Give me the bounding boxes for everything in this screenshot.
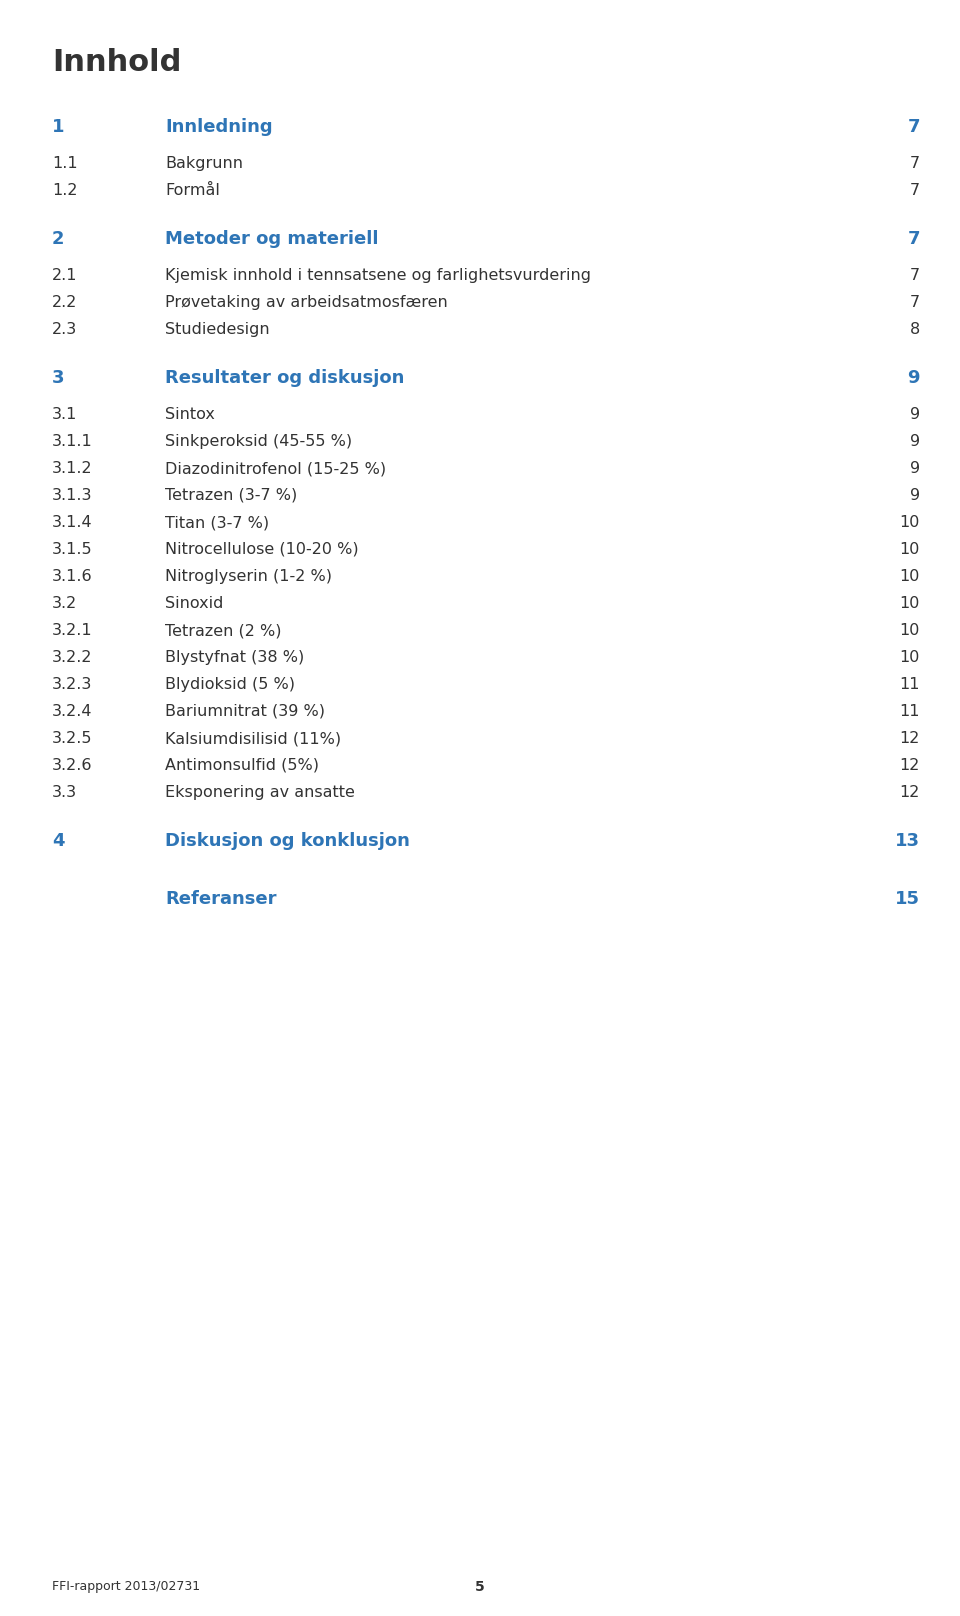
Text: 11: 11	[900, 705, 920, 719]
Text: Sinoxid: Sinoxid	[165, 596, 224, 611]
Text: Diskusjon og konklusjon: Diskusjon og konklusjon	[165, 832, 410, 850]
Text: FFI-rapport 2013/02731: FFI-rapport 2013/02731	[52, 1580, 200, 1593]
Text: 9: 9	[907, 368, 920, 386]
Text: 12: 12	[900, 730, 920, 747]
Text: Bakgrunn: Bakgrunn	[165, 157, 243, 171]
Text: 3.1.6: 3.1.6	[52, 569, 92, 583]
Text: 12: 12	[900, 785, 920, 800]
Text: 3.1.4: 3.1.4	[52, 516, 92, 530]
Text: Innhold: Innhold	[52, 48, 181, 78]
Text: 3.2: 3.2	[52, 596, 77, 611]
Text: Referanser: Referanser	[165, 890, 276, 908]
Text: 8: 8	[910, 322, 920, 338]
Text: 3.2.5: 3.2.5	[52, 730, 92, 747]
Text: Diazodinitrofenol (15-25 %): Diazodinitrofenol (15-25 %)	[165, 461, 386, 477]
Text: Nitroglyserin (1-2 %): Nitroglyserin (1-2 %)	[165, 569, 332, 583]
Text: 3: 3	[52, 368, 64, 386]
Text: Tetrazen (2 %): Tetrazen (2 %)	[165, 624, 281, 638]
Text: 3.3: 3.3	[52, 785, 77, 800]
Text: 11: 11	[900, 677, 920, 692]
Text: 3.1: 3.1	[52, 407, 78, 422]
Text: Resultater og diskusjon: Resultater og diskusjon	[165, 368, 404, 386]
Text: 3.1.2: 3.1.2	[52, 461, 92, 477]
Text: Eksponering av ansatte: Eksponering av ansatte	[165, 785, 355, 800]
Text: Formål: Formål	[165, 183, 220, 199]
Text: 1.2: 1.2	[52, 183, 78, 199]
Text: 3.2.4: 3.2.4	[52, 705, 92, 719]
Text: 2.3: 2.3	[52, 322, 77, 338]
Text: 7: 7	[907, 229, 920, 247]
Text: 3.2.2: 3.2.2	[52, 650, 92, 666]
Text: 10: 10	[900, 596, 920, 611]
Text: 2.1: 2.1	[52, 268, 78, 283]
Text: Kalsiumdisilisid (11%): Kalsiumdisilisid (11%)	[165, 730, 341, 747]
Text: 7: 7	[907, 118, 920, 136]
Text: Kjemisk innhold i tennsatsene og farlighetsvurdering: Kjemisk innhold i tennsatsene og farligh…	[165, 268, 591, 283]
Text: Antimonsulfid (5%): Antimonsulfid (5%)	[165, 758, 319, 772]
Text: 7: 7	[910, 183, 920, 199]
Text: 9: 9	[910, 488, 920, 503]
Text: 7: 7	[910, 157, 920, 171]
Text: Metoder og materiell: Metoder og materiell	[165, 229, 378, 247]
Text: 3.1.1: 3.1.1	[52, 435, 93, 449]
Text: 12: 12	[900, 758, 920, 772]
Text: 10: 10	[900, 650, 920, 666]
Text: 7: 7	[910, 296, 920, 310]
Text: Nitrocellulose (10-20 %): Nitrocellulose (10-20 %)	[165, 541, 359, 558]
Text: 10: 10	[900, 516, 920, 530]
Text: 9: 9	[910, 407, 920, 422]
Text: 3.2.1: 3.2.1	[52, 624, 92, 638]
Text: Blydioksid (5 %): Blydioksid (5 %)	[165, 677, 295, 692]
Text: 2: 2	[52, 229, 64, 247]
Text: 4: 4	[52, 832, 64, 850]
Text: 1: 1	[52, 118, 64, 136]
Text: Blystyfnat (38 %): Blystyfnat (38 %)	[165, 650, 304, 666]
Text: 3.2.6: 3.2.6	[52, 758, 92, 772]
Text: 9: 9	[910, 435, 920, 449]
Text: Innledning: Innledning	[165, 118, 273, 136]
Text: Sinkperoksid (45-55 %): Sinkperoksid (45-55 %)	[165, 435, 352, 449]
Text: Sintox: Sintox	[165, 407, 215, 422]
Text: Studiedesign: Studiedesign	[165, 322, 270, 338]
Text: 10: 10	[900, 541, 920, 558]
Text: 15: 15	[895, 890, 920, 908]
Text: 3.1.3: 3.1.3	[52, 488, 92, 503]
Text: 1.1: 1.1	[52, 157, 78, 171]
Text: 5: 5	[475, 1580, 485, 1593]
Text: Prøvetaking av arbeidsatmosfæren: Prøvetaking av arbeidsatmosfæren	[165, 296, 447, 310]
Text: 13: 13	[895, 832, 920, 850]
Text: 10: 10	[900, 569, 920, 583]
Text: 2.2: 2.2	[52, 296, 78, 310]
Text: Titan (3-7 %): Titan (3-7 %)	[165, 516, 269, 530]
Text: 9: 9	[910, 461, 920, 477]
Text: Tetrazen (3-7 %): Tetrazen (3-7 %)	[165, 488, 298, 503]
Text: 3.1.5: 3.1.5	[52, 541, 92, 558]
Text: 10: 10	[900, 624, 920, 638]
Text: 3.2.3: 3.2.3	[52, 677, 92, 692]
Text: Bariumnitrat (39 %): Bariumnitrat (39 %)	[165, 705, 325, 719]
Text: 7: 7	[910, 268, 920, 283]
